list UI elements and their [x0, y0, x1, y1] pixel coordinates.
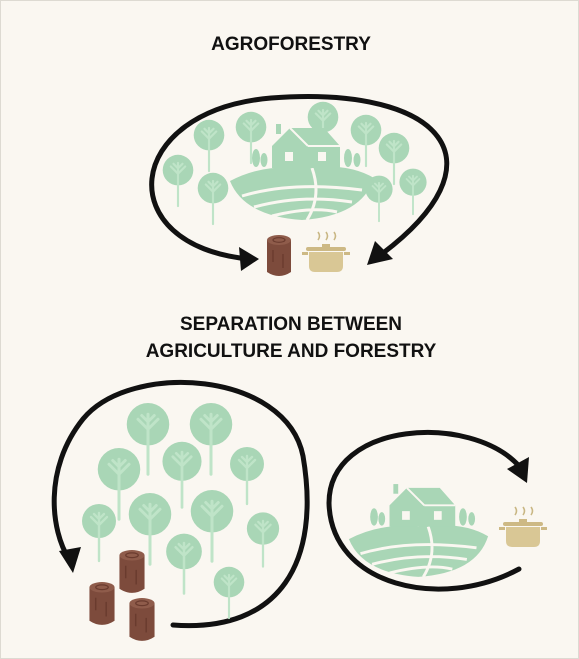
pot: [302, 232, 350, 272]
tree: [230, 447, 264, 504]
log: [129, 598, 154, 641]
tree: [82, 504, 116, 561]
arrowhead: [367, 241, 393, 265]
farm: [349, 484, 488, 577]
log: [267, 235, 291, 276]
tree: [163, 155, 194, 206]
tree: [399, 169, 426, 215]
arrowhead: [59, 547, 81, 573]
tree: [162, 442, 201, 508]
tree: [198, 173, 229, 224]
tree: [194, 120, 225, 171]
tree: [166, 534, 202, 594]
section-title: AGROFORESTRY: [101, 31, 481, 58]
log: [89, 582, 114, 625]
pot: [499, 507, 547, 547]
arrowhead: [239, 247, 259, 271]
diagram: AGROFORESTRY SEPARATION BETWEEN AGRICULT…: [0, 0, 579, 659]
tree: [247, 512, 279, 566]
log: [119, 550, 144, 593]
section-title: SEPARATION BETWEEN AGRICULTURE AND FORES…: [111, 311, 471, 365]
tree: [214, 567, 245, 618]
